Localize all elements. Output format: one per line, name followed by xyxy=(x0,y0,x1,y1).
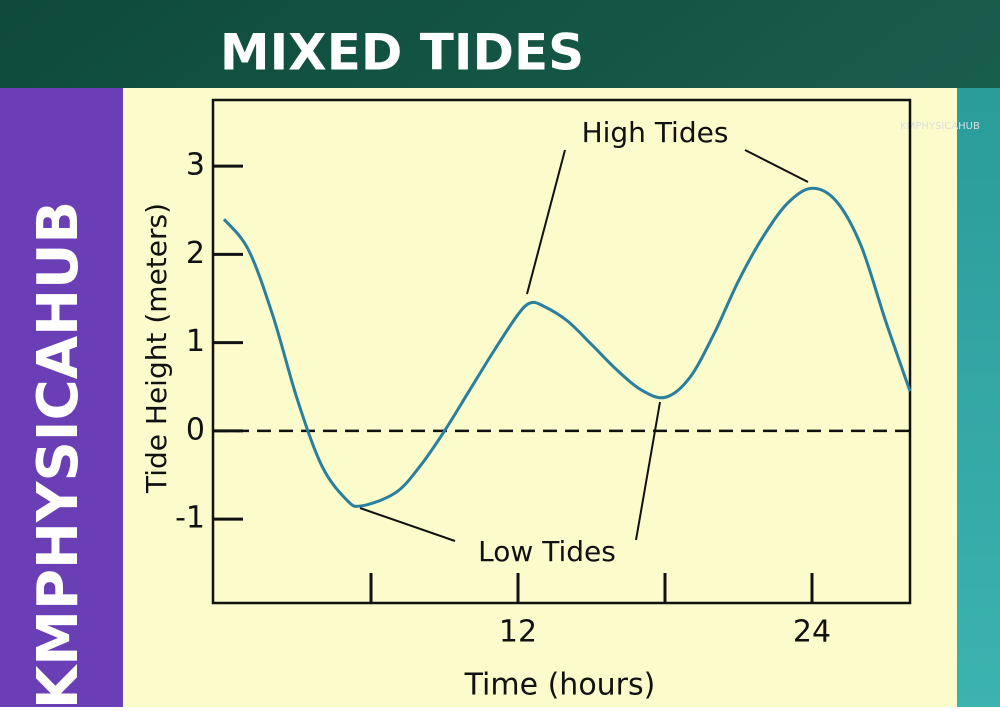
y-tick-label: 1 xyxy=(186,324,205,359)
side-text: KMPHYSICAHUB xyxy=(26,201,91,707)
left-panel xyxy=(0,88,125,707)
annotation: High Tides xyxy=(582,116,729,149)
plot-frame xyxy=(211,98,912,605)
y-axis-label: Tide Height (meters) xyxy=(140,203,173,494)
y-tick-label: 0 xyxy=(186,412,205,447)
y-tick-label: -1 xyxy=(175,501,205,536)
title: MIXED TIDES xyxy=(220,24,584,82)
y-tick-label: 2 xyxy=(186,236,205,271)
x-tick-label: 12 xyxy=(499,615,537,650)
x-axis-label: Time (hours) xyxy=(464,668,656,703)
leader-lines xyxy=(359,149,809,542)
tide-line xyxy=(222,186,912,508)
right-panel xyxy=(955,88,1000,707)
y-tick-label: 3 xyxy=(186,148,205,183)
x-tick-label: 24 xyxy=(793,615,831,650)
logo-text: KMPHYSICAHUB xyxy=(900,121,980,132)
chart-panel xyxy=(123,88,957,707)
annotation: Low Tides xyxy=(478,535,616,568)
